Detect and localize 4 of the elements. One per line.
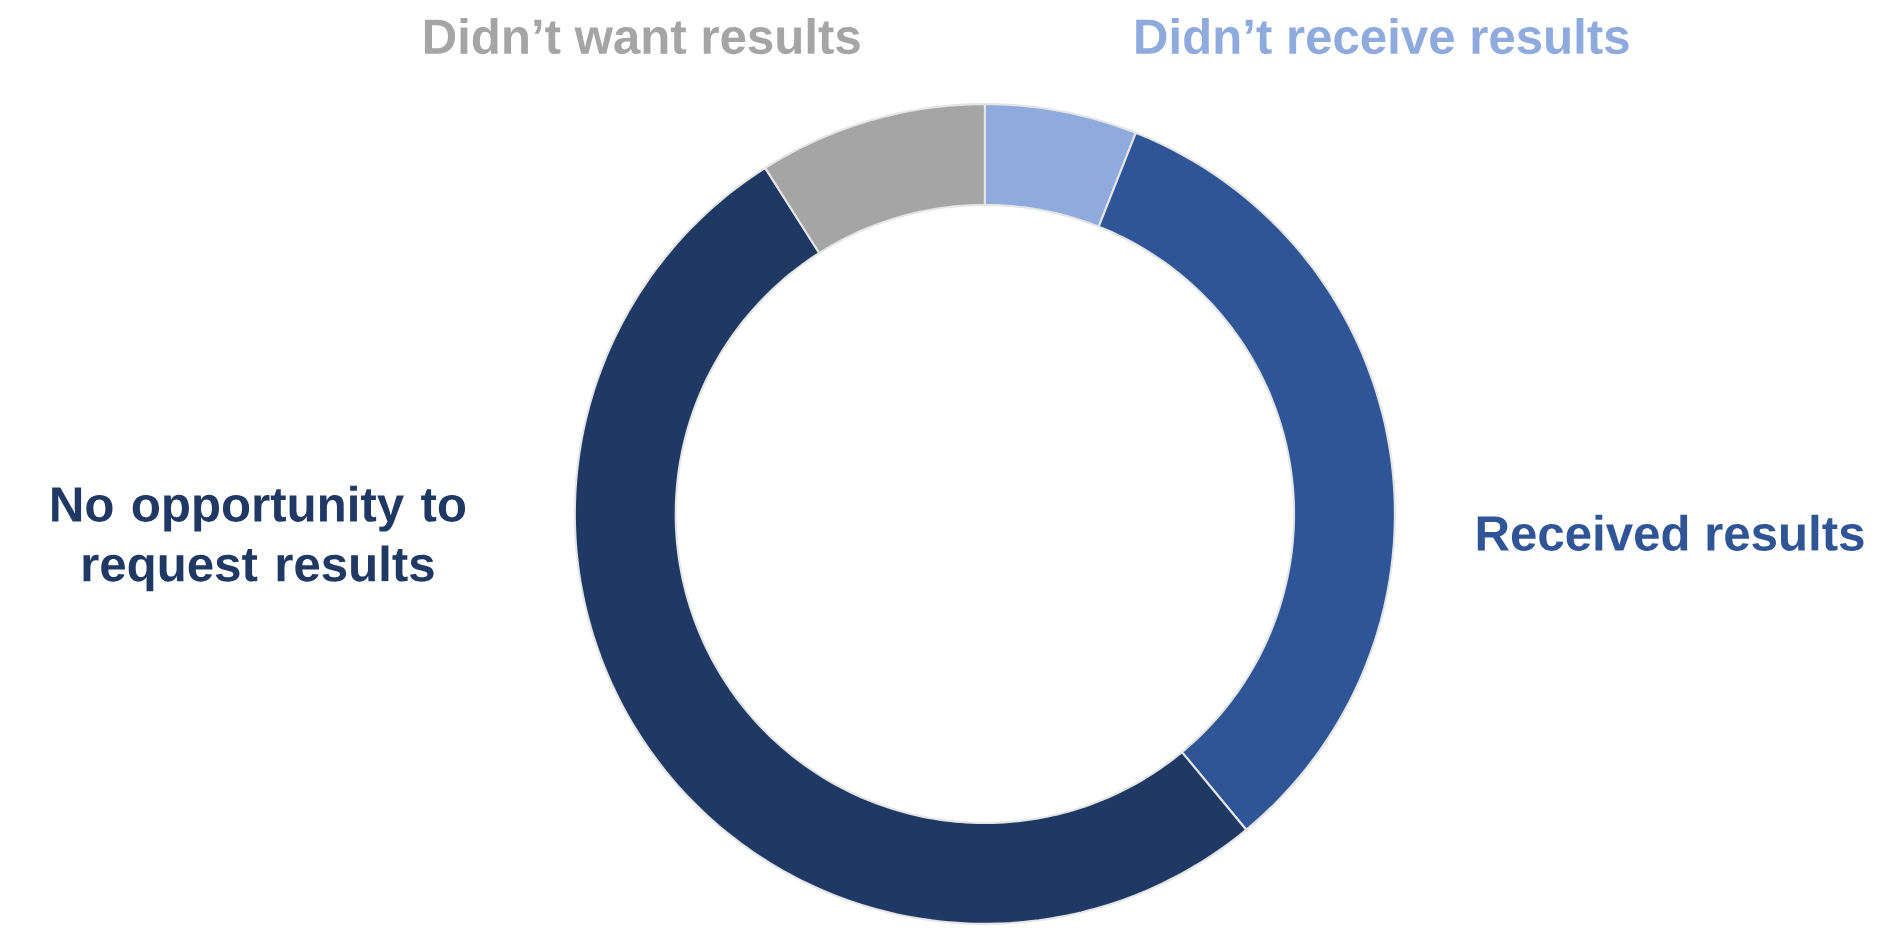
slice-label: Received results — [1477, 514, 1864, 551]
slice-label: Didn’t receive results — [1136, 17, 1629, 55]
slice-label: No opportunity to request results — [52, 485, 466, 592]
slice-label: Didn’t want results — [424, 17, 860, 55]
